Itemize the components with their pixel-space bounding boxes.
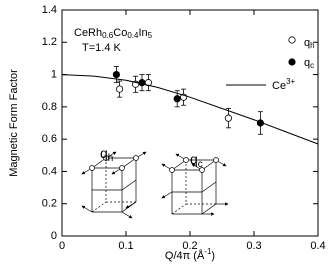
inset-label-sub: h <box>108 153 114 164</box>
legend-main: q <box>304 57 310 69</box>
data-point <box>138 79 146 87</box>
legend-label: qh <box>304 37 315 50</box>
x-tick-label: 0.4 <box>310 240 325 252</box>
sample-part: Co <box>113 27 127 39</box>
legend-main: Ce <box>272 80 286 92</box>
x-tick-label: 0.3 <box>246 240 261 252</box>
x-tick-label: 0 <box>59 240 65 252</box>
legend-sup: 3+ <box>286 77 295 86</box>
y-axis-label: Magnetic Form Factor <box>8 69 20 177</box>
x-tick-label: 0.1 <box>118 240 133 252</box>
sample-label: CeRh0.6Co0.4In5 <box>74 27 153 40</box>
x-label-part: ) <box>211 250 215 262</box>
inset-label-main: q <box>190 151 198 167</box>
legend-marker <box>288 36 296 44</box>
inset-label-sub: c <box>198 159 203 170</box>
y-tick-label: 0.4 <box>42 165 57 177</box>
y-tick-label: 1.2 <box>42 36 57 48</box>
data-point <box>112 70 121 79</box>
inset-label-main: q <box>100 145 108 161</box>
legend-marker <box>288 58 296 66</box>
x-label-part: Q/4π (Å <box>165 249 205 262</box>
sample-part: In <box>138 27 147 39</box>
data-point <box>224 114 232 122</box>
sample-sub: 0.4 <box>127 31 139 40</box>
legend-label: qc <box>304 57 314 70</box>
legend-main: q <box>304 37 310 49</box>
temperature-label: T=1.4 K <box>82 42 121 54</box>
legend-label: Ce3+ <box>272 77 296 92</box>
sample-sub: 5 <box>148 31 153 40</box>
legend-sub: c <box>310 61 314 70</box>
y-tick-label: 1.4 <box>42 4 57 16</box>
crystal-inset-h <box>81 151 147 219</box>
x-tick-label: 0.2 <box>182 240 197 252</box>
form-factor-curve <box>61 74 319 145</box>
x-axis-label: Q/4π (Å-1) <box>165 247 215 262</box>
y-tick-label: 1 <box>51 68 57 80</box>
y-tick-label: 0.8 <box>42 101 57 113</box>
sample-sub: 0.6 <box>102 31 114 40</box>
inset-label: qh <box>100 145 113 164</box>
crystal-inset-c <box>161 153 229 216</box>
y-tick-label: 0.6 <box>42 133 57 145</box>
y-tick-label: 0 <box>51 230 57 242</box>
inset-label: qc <box>190 151 203 170</box>
legend-sub: h <box>310 41 314 50</box>
y-tick-label: 0.2 <box>42 198 57 210</box>
x-label-sup: -1 <box>204 247 212 256</box>
data-point <box>173 95 181 103</box>
sample-part: CeRh <box>74 27 102 39</box>
data-point <box>116 85 124 93</box>
